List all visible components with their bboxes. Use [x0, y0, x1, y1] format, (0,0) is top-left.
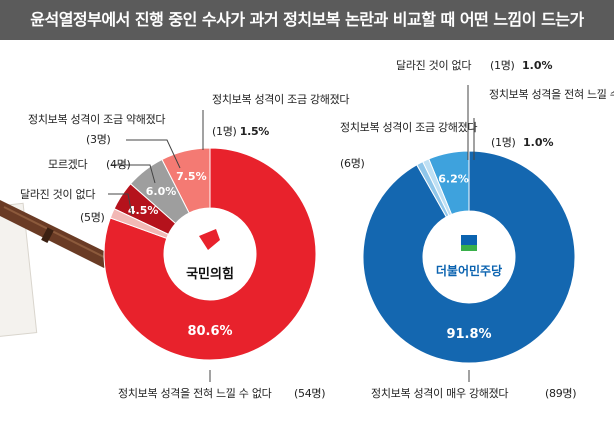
ppp-pct-label-1: 7.5% [176, 170, 207, 183]
label-dpk-nochange-count: (1명) [490, 59, 515, 72]
dpk-logo: 더불어민주당 [423, 211, 515, 303]
ppp-pct-label-2: 6.0% [146, 185, 177, 198]
label-dpk-nochange: 달라진 것이 없다 [396, 59, 471, 72]
ppp-logo: 국민의힘 [164, 208, 256, 300]
label-dpk-stronger-count: (6명) [340, 157, 365, 170]
label-dpk-verystrong: 정치보복 성격이 매우 강해졌다 [371, 386, 508, 400]
dpk-pct-label-0: 91.8% [446, 327, 491, 342]
label-dpk-notatall-count: (1명) [491, 136, 516, 149]
label-dpk-notatall: 정치보복 성격을 전혀 느낄 수 없다 [489, 88, 614, 101]
label-dpk-verystrong-count: (89명) [545, 387, 576, 400]
title-bar: 윤석열정부에서 진행 중인 수사가 과거 정치보복 논란과 비교할 때 어떤 느… [0, 0, 614, 40]
ppp-pct-label-0: 80.6% [187, 324, 232, 339]
label-ppp-stronger: 정치보복 성격이 조금 강해졌다 [212, 92, 349, 106]
label-ppp-weaker: 정치보복 성격이 조금 약해졌다 [28, 112, 165, 126]
label-ppp-nochange-count: (5명) [80, 211, 105, 224]
donut-chart-dpk: 91.8% 6.2% [362, 150, 576, 364]
label-ppp-notatall: 정치보복 성격을 전혀 느낄 수 없다 [118, 387, 272, 400]
labels-ppp: 정치보복 성격이 조금 강해졌다 (1명) 1.5% 정치보복 성격이 조금 약… [20, 92, 350, 400]
ppp-logo-icon [199, 229, 220, 250]
dpk-pct-label-1: 6.2% [438, 173, 469, 186]
pencil-illustration [0, 200, 112, 338]
label-dpk-stronger: 정치보복 성격이 조금 강해졌다 [340, 120, 477, 134]
label-dpk-nochange-pct: 1.0% [522, 59, 553, 72]
label-ppp-notatall-count: (54명) [294, 387, 325, 400]
dpk-logo-text: 더불어민주당 [436, 263, 502, 278]
leader-lines [108, 85, 475, 382]
label-dpk-notatall-pct: 1.0% [523, 136, 554, 149]
label-ppp-weaker-count: (3명) [86, 133, 111, 146]
donut-chart-ppp: 80.6% 7.5% 6.0% 4.5% [103, 147, 317, 361]
label-ppp-nochange: 달라진 것이 없다 [20, 188, 95, 201]
ppp-logo-text: 국민의힘 [186, 266, 234, 282]
label-ppp-stronger-count: (1명) 1.5% [212, 125, 269, 138]
label-ppp-dontknow-count: (4명) [106, 158, 131, 171]
chart-title: 윤석열정부에서 진행 중인 수사가 과거 정치보복 논란과 비교할 때 어떤 느… [30, 10, 584, 29]
labels-dpk: 달라진 것이 없다 (1명) 1.0% 정치보복 성격을 전혀 느낄 수 없다 … [340, 59, 614, 400]
label-ppp-dontknow: 모르겠다 [48, 158, 87, 171]
ppp-pct-label-3: 4.5% [128, 204, 159, 217]
label-line: 정치보복 성격이 조금 강해졌다 [212, 92, 349, 106]
